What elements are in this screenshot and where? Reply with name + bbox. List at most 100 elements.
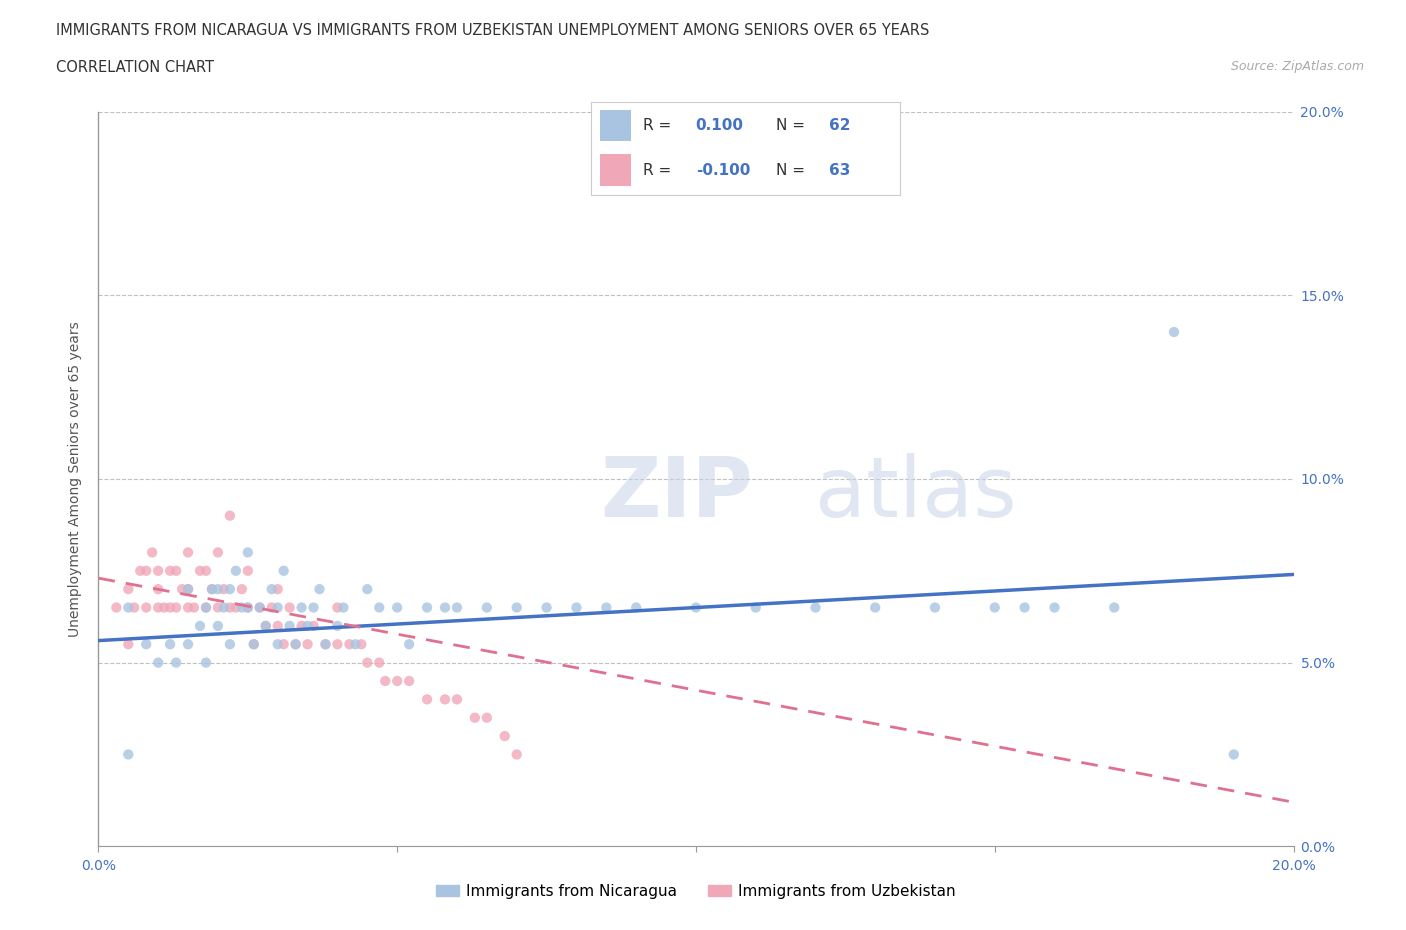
Point <box>195 600 218 615</box>
Point <box>278 618 301 633</box>
Point <box>177 600 200 615</box>
Point <box>117 637 139 652</box>
Point <box>273 637 295 652</box>
Point <box>172 582 194 597</box>
Point <box>339 637 360 652</box>
Point <box>105 600 128 615</box>
Point <box>243 637 266 652</box>
Point <box>117 582 139 597</box>
Point <box>148 600 170 615</box>
Point <box>284 637 307 652</box>
Point <box>284 637 307 652</box>
Point <box>225 600 247 615</box>
Point <box>135 637 157 652</box>
Point <box>1223 747 1246 762</box>
Point <box>177 582 200 597</box>
Point <box>308 582 330 597</box>
Point <box>350 637 373 652</box>
Point <box>207 618 229 633</box>
FancyBboxPatch shape <box>600 110 631 141</box>
Point <box>212 600 235 615</box>
Point <box>153 600 176 615</box>
Point <box>385 600 409 615</box>
Point <box>135 564 157 578</box>
Point <box>219 637 242 652</box>
Point <box>475 600 498 615</box>
Point <box>236 545 259 560</box>
Point <box>183 600 205 615</box>
Point <box>177 637 200 652</box>
Point <box>188 564 211 578</box>
Point <box>207 582 229 597</box>
Text: 63: 63 <box>828 163 851 178</box>
Text: ZIP: ZIP <box>600 453 752 534</box>
Point <box>165 564 187 578</box>
Point <box>219 582 242 597</box>
Point <box>243 637 266 652</box>
Point <box>475 711 498 725</box>
Point <box>326 600 349 615</box>
Point <box>231 600 253 615</box>
Point <box>315 637 337 652</box>
Point <box>212 582 235 597</box>
Point <box>124 600 146 615</box>
Point <box>207 600 229 615</box>
Point <box>249 600 271 615</box>
Point <box>117 747 139 762</box>
Point <box>267 582 290 597</box>
Point <box>195 656 218 671</box>
Point <box>278 600 301 615</box>
Point <box>254 618 277 633</box>
Point <box>267 600 290 615</box>
Point <box>368 600 391 615</box>
Text: IMMIGRANTS FROM NICARAGUA VS IMMIGRANTS FROM UZBEKISTAN UNEMPLOYMENT AMONG SENIO: IMMIGRANTS FROM NICARAGUA VS IMMIGRANTS … <box>56 23 929 38</box>
Point <box>506 600 529 615</box>
Text: R =: R = <box>643 118 676 133</box>
Point <box>201 582 224 597</box>
Point <box>297 637 319 652</box>
Text: atlas: atlas <box>815 453 1017 534</box>
Point <box>326 618 349 633</box>
Point <box>207 545 229 560</box>
Point <box>804 600 827 615</box>
Point <box>1104 600 1126 615</box>
Point <box>1014 600 1036 615</box>
Point <box>141 545 163 560</box>
Point <box>188 618 211 633</box>
Point <box>135 600 157 615</box>
Point <box>865 600 887 615</box>
Point <box>231 582 253 597</box>
Point <box>236 600 259 615</box>
Point <box>326 637 349 652</box>
Point <box>398 637 420 652</box>
Point <box>595 600 617 615</box>
Point <box>159 600 181 615</box>
Text: N =: N = <box>776 163 810 178</box>
Point <box>177 545 200 560</box>
Point <box>685 600 707 615</box>
Point <box>315 637 337 652</box>
Point <box>165 600 187 615</box>
Point <box>924 600 946 615</box>
Point <box>745 600 768 615</box>
Point <box>297 618 319 633</box>
Point <box>159 564 181 578</box>
Point <box>260 600 283 615</box>
FancyBboxPatch shape <box>600 154 631 186</box>
Point <box>464 711 486 725</box>
Point <box>148 582 170 597</box>
Point <box>148 564 170 578</box>
Point <box>344 637 367 652</box>
Point <box>416 600 439 615</box>
Point <box>148 656 170 671</box>
Point <box>1163 325 1185 339</box>
Point <box>195 600 218 615</box>
Text: CORRELATION CHART: CORRELATION CHART <box>56 60 214 75</box>
Point <box>565 600 588 615</box>
Point <box>374 673 396 688</box>
Point <box>201 582 224 597</box>
Point <box>398 673 420 688</box>
Text: -0.100: -0.100 <box>696 163 749 178</box>
Text: Source: ZipAtlas.com: Source: ZipAtlas.com <box>1230 60 1364 73</box>
Point <box>219 600 242 615</box>
